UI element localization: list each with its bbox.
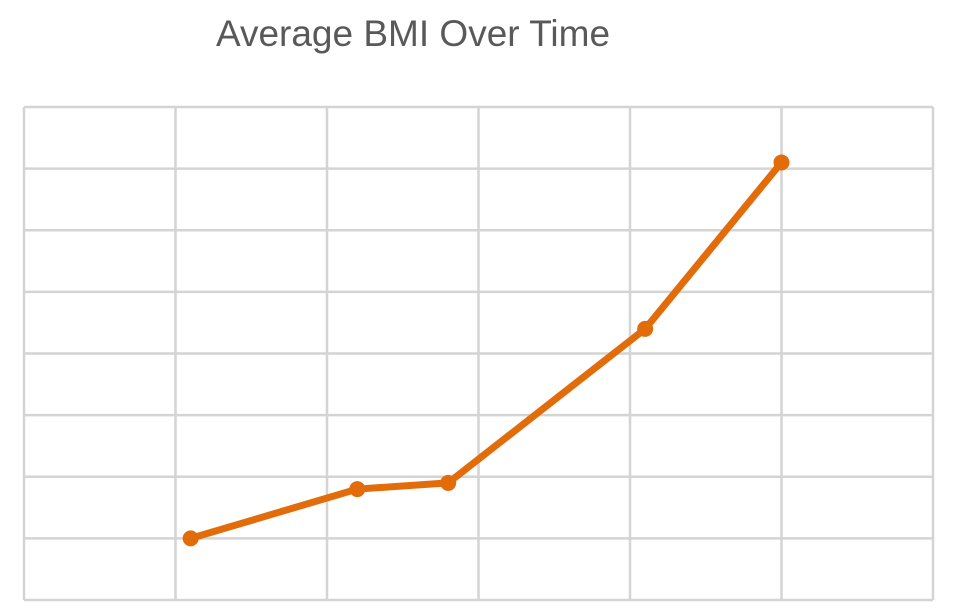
plot [182,154,790,547]
chart-title: Average BMI Over Time [216,13,610,54]
data-point [349,481,366,498]
data-point [637,320,654,337]
series-line [187,158,785,542]
data-point [773,154,790,171]
grid [22,105,935,602]
data-point [440,474,457,491]
data-point [182,530,199,547]
